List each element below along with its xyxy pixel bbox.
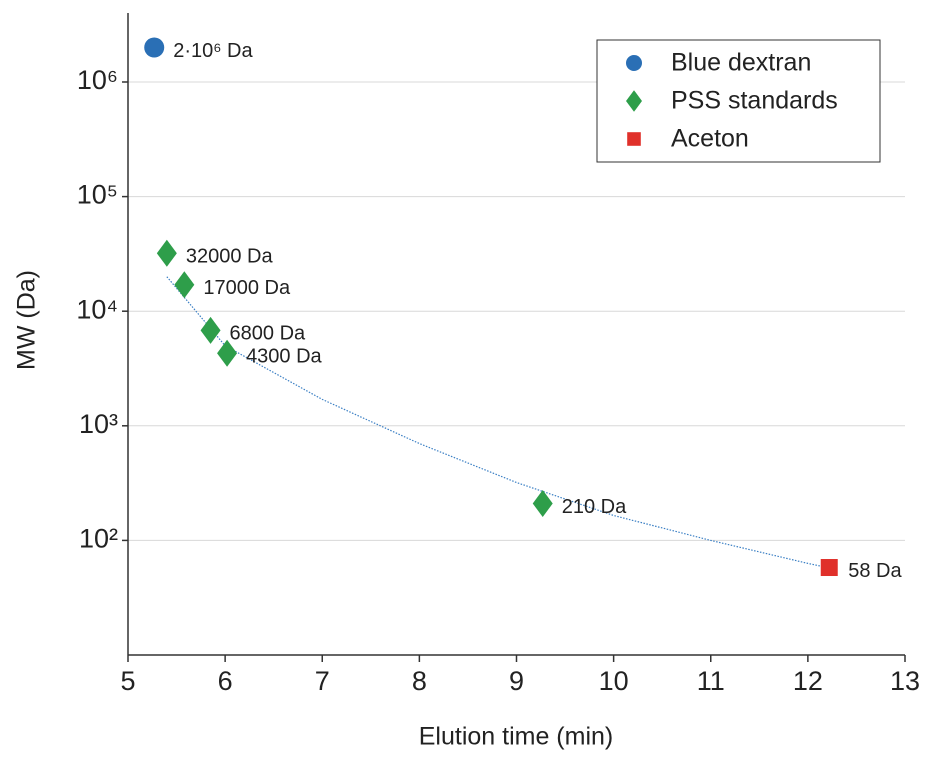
y-tick-label: 10⁵: [77, 180, 118, 210]
x-tick-label: 6: [218, 666, 233, 696]
x-tick-label: 9: [509, 666, 524, 696]
legend-marker: [627, 132, 641, 146]
legend-marker: [626, 90, 642, 112]
point: [156, 239, 177, 267]
point: [144, 37, 165, 58]
point: [217, 339, 238, 367]
data-label: 2·10⁶ Da: [173, 40, 253, 62]
legend-label: Aceton: [671, 125, 749, 153]
data-label: 210 Da: [562, 496, 627, 518]
y-axis-title: MW (Da): [13, 270, 41, 370]
data-label: 6800 Da: [230, 323, 306, 345]
legend-label: PSS standards: [671, 87, 838, 115]
x-tick-label: 10: [599, 666, 629, 696]
point: [820, 559, 838, 577]
x-tick-label: 11: [697, 666, 725, 696]
x-tick-label: 8: [412, 666, 427, 696]
legend-box: [596, 39, 881, 163]
y-tick-label: 10⁴: [76, 294, 118, 324]
y-tick-label: 10³: [79, 409, 118, 439]
x-tick-label: 12: [793, 666, 823, 696]
fit-line: [166, 276, 828, 569]
point: [200, 316, 221, 344]
y-tick-label: 10²: [79, 524, 118, 554]
data-label: 4300 Da: [246, 345, 322, 367]
point: [532, 489, 553, 517]
x-tick-label: 5: [120, 666, 135, 696]
y-tick-label: 10⁶: [77, 65, 118, 95]
x-tick-label: 7: [315, 666, 330, 696]
x-axis-title: Elution time (min): [419, 723, 614, 751]
point: [174, 271, 195, 299]
data-label: 58 Da: [848, 560, 902, 582]
data-label: 32000 Da: [186, 246, 274, 268]
legend-label: Blue dextran: [671, 49, 811, 77]
data-label: 17000 Da: [203, 277, 291, 299]
x-tick-label: 13: [890, 666, 920, 696]
legend-marker: [626, 55, 642, 71]
